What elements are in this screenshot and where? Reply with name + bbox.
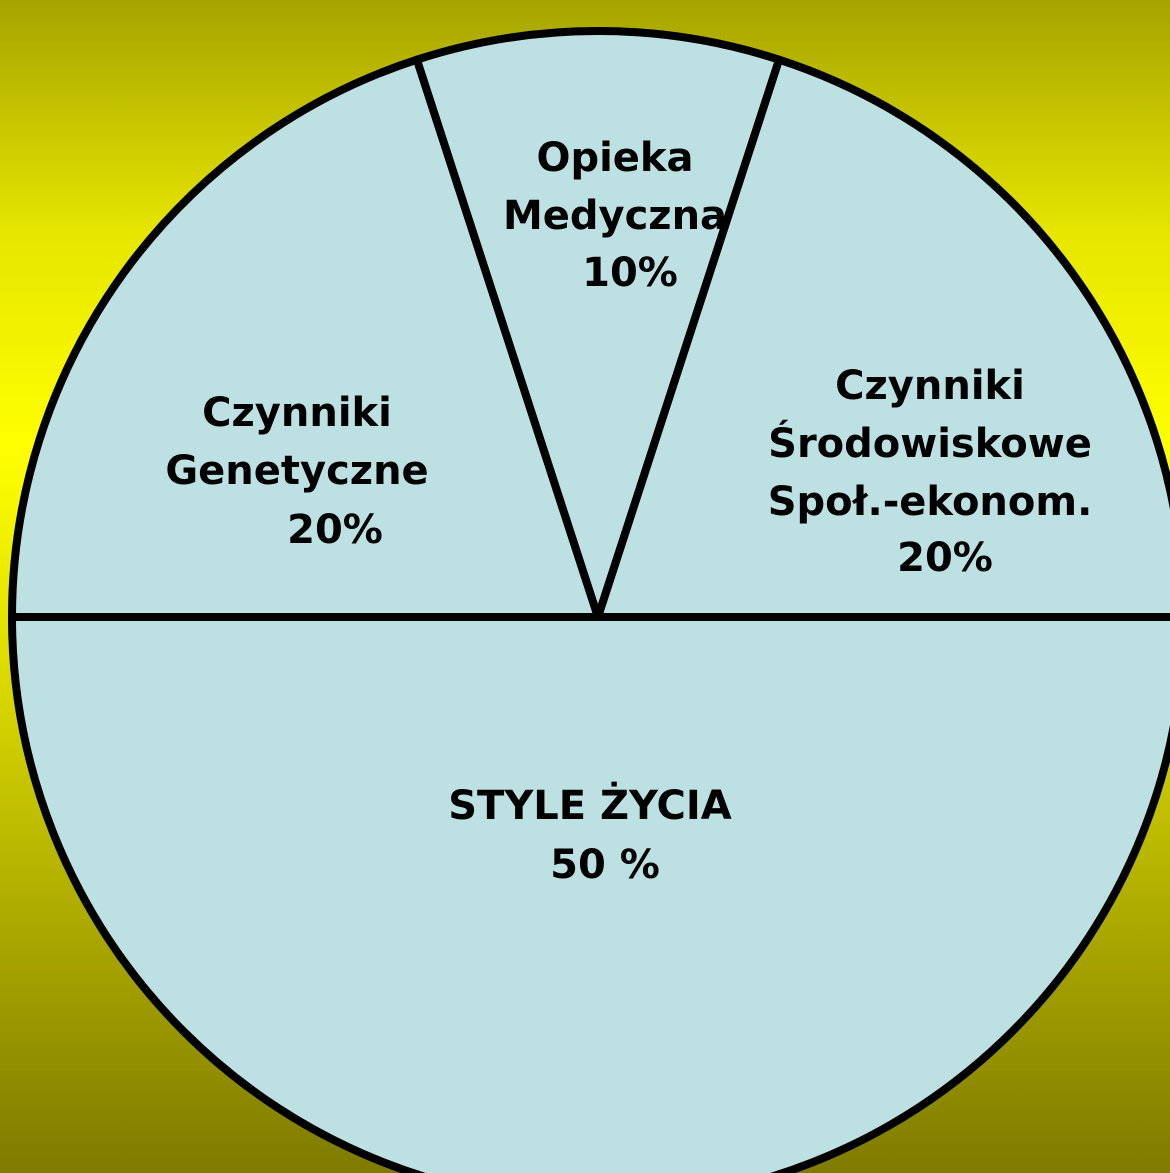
slice-label: Genetyczne	[165, 448, 428, 494]
value-label: 20%	[287, 507, 383, 553]
value-label: 10%	[582, 250, 678, 296]
slice-label: Czynniki	[202, 390, 392, 436]
slice-label: Medyczna	[503, 193, 727, 239]
value-label: 50 %	[550, 842, 660, 888]
slice-label: Społ.-ekonom.	[768, 479, 1093, 525]
pie-slice	[8, 55, 602, 621]
value-label: 20%	[897, 535, 993, 581]
slice-label: STYLE ŻYCIA	[448, 781, 732, 829]
pie-slice	[8, 613, 1170, 1173]
slice-label: Opieka	[536, 135, 693, 181]
slice-label: Środowiskowe	[768, 419, 1092, 467]
pie-slice	[412, 27, 784, 621]
pie-slice	[594, 55, 1170, 621]
slice-label: Czynniki	[835, 363, 1025, 409]
